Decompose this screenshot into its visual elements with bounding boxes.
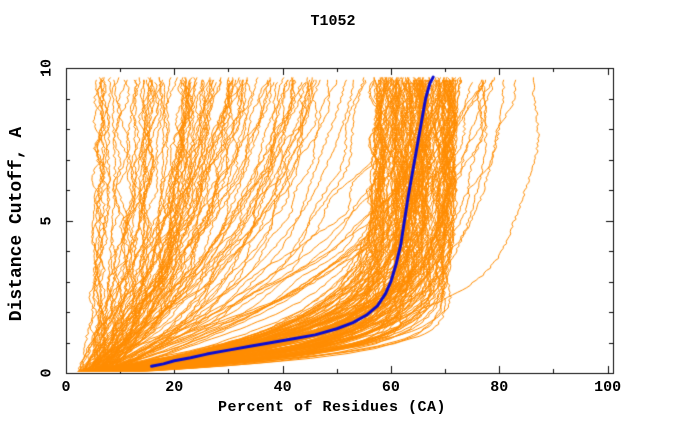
y-tick-label: 5: [38, 215, 56, 226]
chart-title: T1052: [310, 13, 356, 30]
y-axis-label: Distance Cutoff, A: [7, 126, 27, 322]
x-tick-label: 80: [490, 379, 509, 396]
x-tick-label: 100: [594, 379, 622, 396]
y-tick-label: 10: [38, 58, 56, 78]
y-tick-label: 0: [38, 368, 56, 378]
x-tick-label: 20: [165, 379, 184, 396]
x-tick-label: 0: [61, 379, 71, 396]
x-tick-label: 40: [273, 379, 292, 396]
x-axis-label: Percent of Residues (CA): [217, 399, 447, 416]
x-tick-label: 60: [381, 379, 400, 396]
